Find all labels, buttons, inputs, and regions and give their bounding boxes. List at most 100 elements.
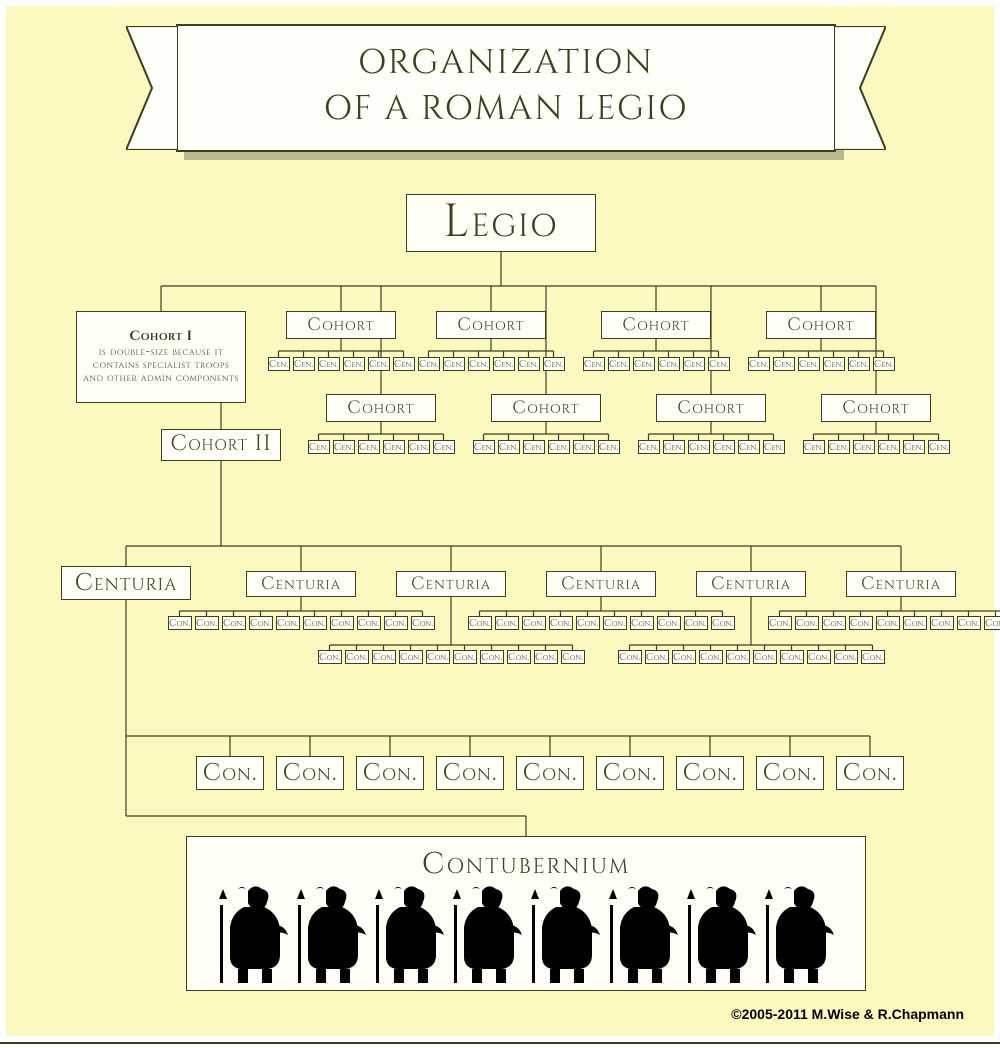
con-node: Con. [549,616,573,630]
cen-node: Cen. [473,440,495,454]
con-node: Con. [318,650,342,664]
con-node: Con. [534,650,558,664]
con-node: Con. [453,650,477,664]
cen-node: Cen. [393,357,415,371]
soldier-icon [526,885,604,985]
con-node: Con. [303,616,327,630]
soldier-icon [448,885,526,985]
con-node: Con. [807,650,831,664]
soldier-icon [760,885,838,985]
con-node: Con. [468,616,492,630]
con-node: Con. [411,616,435,630]
con-node: Con. [795,616,819,630]
con-node: Con. [684,616,708,630]
centuria-node: Centuria [396,571,506,597]
con-node: Con. [384,616,408,630]
cen-node: Cen. [598,440,620,454]
legio-node: Legio [406,194,596,252]
diagram-frame: ORGANIZATION OF A ROMAN LEGIO [0,0,1000,1042]
soldier-icon [682,885,760,985]
cen-node: Cen. [848,357,870,371]
con-node: Con. [657,616,681,630]
cohort-1-desc: is double-size because it contains speci… [83,346,239,386]
cen-node: Cen. [638,440,660,454]
con-node: Con. [222,616,246,630]
con-node: Con. [195,616,219,630]
con-node: Con. [768,616,792,630]
con-node: Con. [603,616,627,630]
con-node: Con. [849,616,873,630]
soldier-icon [292,885,370,985]
con-node: Con. [345,650,369,664]
cohort-node: Cohort [601,311,711,339]
cohort-node: Cohort [326,394,436,422]
con-node: Con. [834,650,858,664]
con-node: Con. [645,650,669,664]
cen-node: Cen. [523,440,545,454]
cen-node: Cen. [493,357,515,371]
cen-node: Cen. [633,357,655,371]
cen-node: Cen. [683,357,705,371]
cohort-2-node: Cohort II [161,429,281,461]
con-node: Con. [495,616,519,630]
cen-node: Cen. [878,440,900,454]
con-node: Con. [399,650,423,664]
title-banner: ORGANIZATION OF A ROMAN LEGIO [176,24,836,152]
cen-node: Cen. [688,440,710,454]
con-node: Con. [903,616,927,630]
cen-node: Cen. [443,357,465,371]
con-node: Con. [249,616,273,630]
con-node: Con. [822,616,846,630]
cen-node: Cen. [518,357,540,371]
con-node: Con. [426,650,450,664]
con-big-node: Con. [356,756,424,790]
con-node: Con. [876,616,900,630]
con-node: Con. [507,650,531,664]
centuria-node: Centuria [846,571,956,597]
con-node: Con. [561,650,585,664]
con-node: Con. [357,616,381,630]
credits-text: ©2005-2011 M.Wise & R.Chapmann [731,1006,964,1022]
con-big-node: Con. [276,756,344,790]
cen-node: Cen. [343,357,365,371]
con-node: Con. [372,650,396,664]
con-big-node: Con. [436,756,504,790]
cen-node: Cen. [268,357,290,371]
cen-node: Cen. [333,440,355,454]
cen-node: Cen. [583,357,605,371]
cohort-node: Cohort [766,311,876,339]
cen-node: Cen. [433,440,455,454]
cen-node: Cen. [803,440,825,454]
con-big-node: Con. [516,756,584,790]
con-node: Con. [480,650,504,664]
contubernium-node: Contubernium [186,836,866,991]
cen-node: Cen. [663,440,685,454]
cen-node: Cen. [773,357,795,371]
cen-node: Cen. [853,440,875,454]
cen-node: Cen. [828,440,850,454]
soldier-icon [604,885,682,985]
cohort-node: Cohort [821,394,931,422]
con-big-node: Con. [676,756,744,790]
cen-node: Cen. [548,440,570,454]
cen-node: Cen. [418,357,440,371]
con-big-node: Con. [836,756,904,790]
centuria-node: Centuria [246,571,356,597]
con-node: Con. [984,616,1000,630]
title-line-2: OF A ROMAN LEGIO [198,86,814,132]
con-node: Con. [726,650,750,664]
con-big-node: Con. [756,756,824,790]
cen-node: Cen. [468,357,490,371]
cen-node: Cen. [573,440,595,454]
cen-node: Cen. [543,357,565,371]
con-node: Con. [753,650,777,664]
cen-node: Cen. [658,357,680,371]
con-node: Con. [618,650,642,664]
con-node: Con. [861,650,885,664]
con-big-node: Con. [596,756,664,790]
con-node: Con. [780,650,804,664]
cen-node: Cen. [713,440,735,454]
con-node: Con. [930,616,954,630]
cen-node: Cen. [873,357,895,371]
cen-node: Cen. [903,440,925,454]
